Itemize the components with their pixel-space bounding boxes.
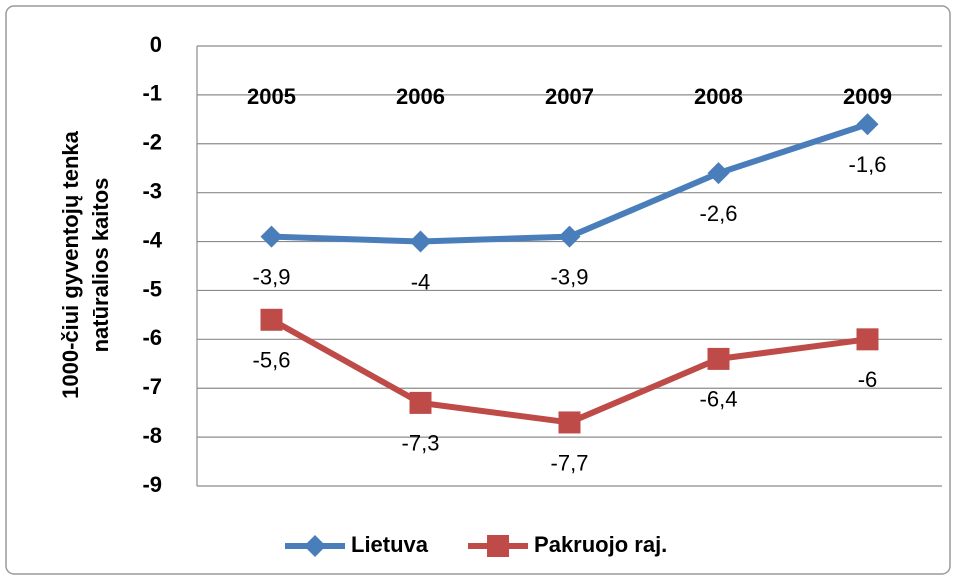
marker (856, 113, 879, 136)
data-label: -5,6 (253, 348, 291, 373)
marker (487, 535, 510, 557)
marker (409, 230, 432, 253)
x-tick-label: 2005 (247, 84, 296, 109)
data-label: -6,4 (700, 387, 738, 412)
y-axis-title-line: natūralios kaitos (88, 178, 113, 353)
x-tick-label: 2008 (694, 84, 743, 109)
marker (304, 535, 326, 557)
marker (558, 225, 581, 248)
marker (856, 328, 879, 351)
data-label: -7,7 (551, 450, 589, 475)
y-tick-label: -8 (142, 423, 162, 448)
data-label: -6 (858, 367, 878, 392)
y-tick-label: -6 (142, 325, 162, 350)
legend-label: Pakruojo raj. (534, 532, 667, 557)
x-tick-label: 2007 (545, 84, 594, 109)
y-tick-label: -2 (142, 130, 162, 155)
data-label: -7,3 (402, 431, 440, 456)
data-label: -3,9 (253, 264, 291, 289)
marker (409, 391, 432, 414)
marker (707, 347, 730, 370)
y-tick-label: -1 (142, 81, 162, 106)
data-label: -4 (411, 269, 431, 294)
y-axis-title: 1000-čiui gyventojų tenka natūralios kai… (58, 130, 113, 399)
marker (260, 308, 283, 331)
y-tick-label: -5 (142, 276, 162, 301)
x-tick-label: 2006 (396, 84, 445, 109)
y-tick-label: -3 (142, 178, 162, 203)
y-tick-label: -9 (142, 472, 162, 497)
y-tick-label: -7 (142, 374, 162, 399)
marker (260, 225, 283, 248)
data-label: -2,6 (700, 201, 738, 226)
x-tick-label: 2009 (843, 84, 892, 109)
data-label: -3,9 (551, 264, 589, 289)
marker (558, 411, 581, 434)
y-tick-label: 0 (150, 32, 162, 57)
y-axis-title-line: 1000-čiui gyventojų tenka (58, 130, 83, 399)
marker (707, 162, 730, 185)
y-tick-label: -4 (142, 227, 162, 252)
legend-label: Lietuva (351, 532, 429, 557)
data-label: -1,6 (849, 152, 887, 177)
